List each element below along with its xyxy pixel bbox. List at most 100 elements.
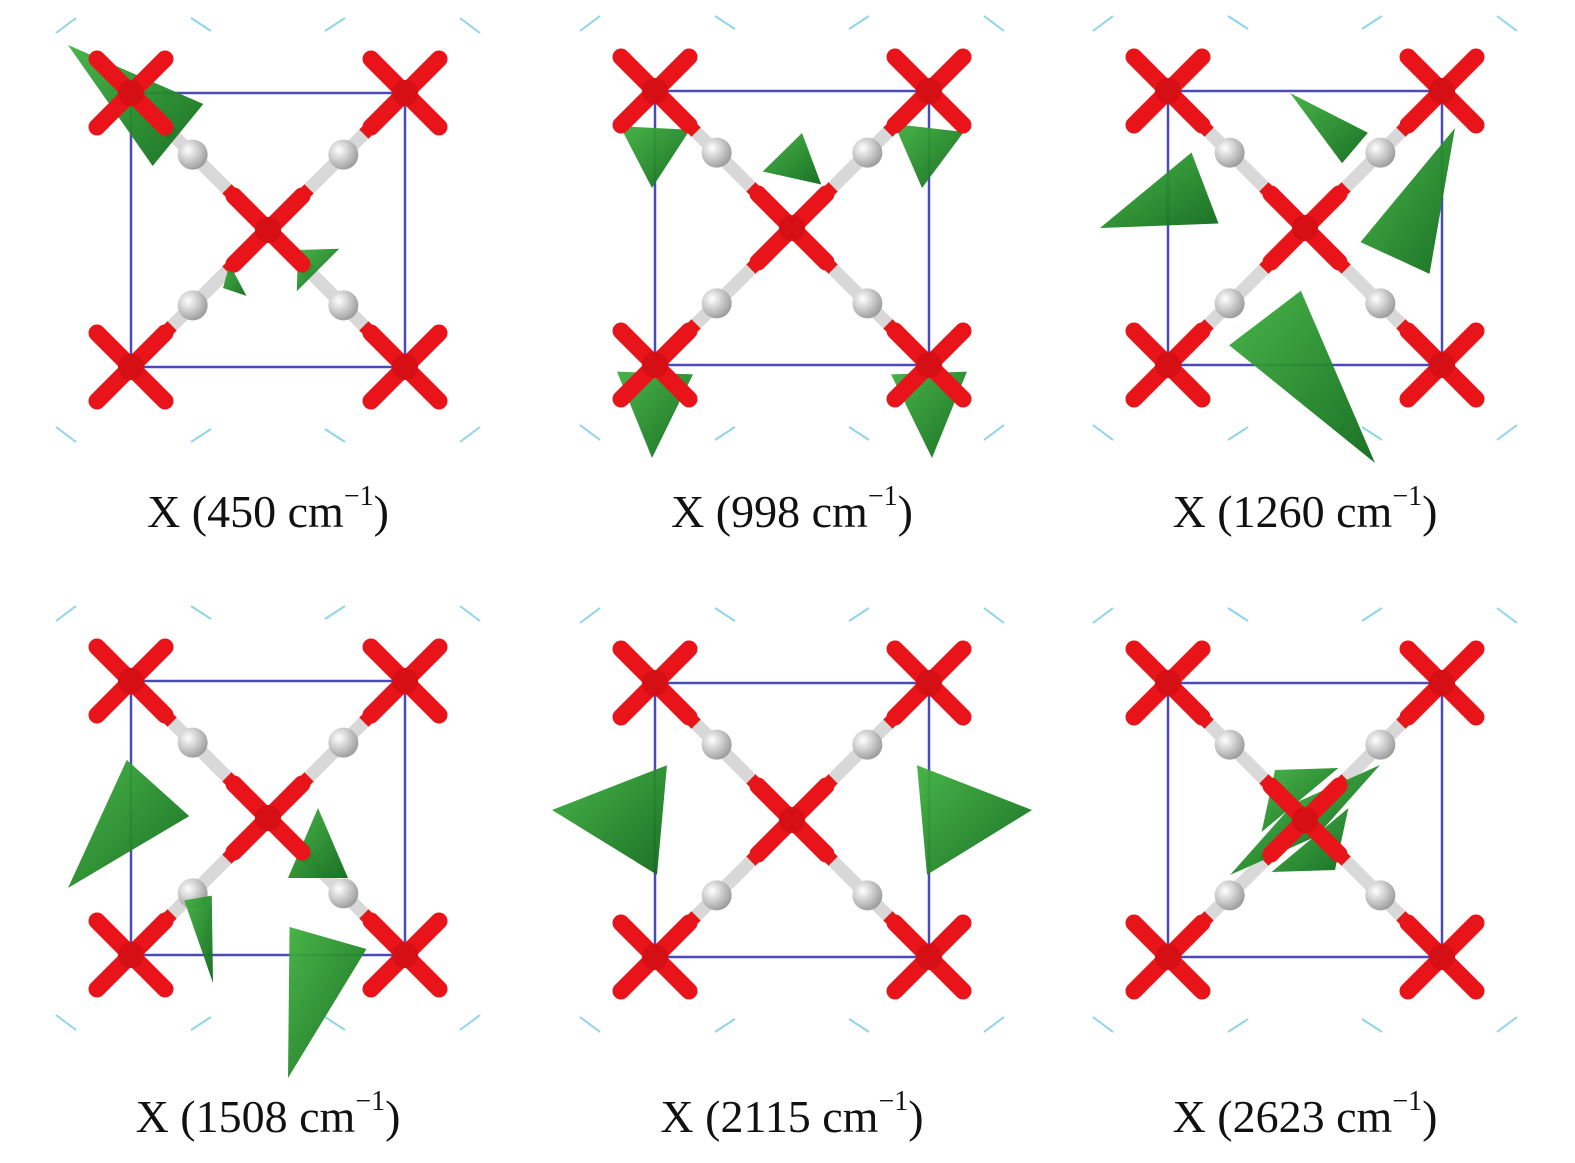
carbon-atom xyxy=(1214,880,1245,911)
metal-atom xyxy=(916,670,942,696)
metal-atom xyxy=(1429,352,1455,378)
label-sup: −1 xyxy=(1392,481,1423,512)
metal-atom xyxy=(118,942,144,968)
metal-atom xyxy=(916,944,942,970)
guide-tick xyxy=(459,426,481,443)
label-sup: −1 xyxy=(867,481,898,512)
carbon-atom xyxy=(328,139,359,170)
carbon-atom xyxy=(1365,288,1396,319)
displacement-arrow xyxy=(1290,93,1368,164)
metal-atom xyxy=(642,352,668,378)
carbon-atom xyxy=(852,729,883,760)
label-sup: −1 xyxy=(878,1086,909,1117)
metal-atom xyxy=(1429,670,1455,696)
guide-tick xyxy=(1361,15,1383,30)
carbon-atom xyxy=(1214,137,1245,168)
label-text: X (1508 cm xyxy=(135,1091,356,1142)
metal-atom xyxy=(642,670,668,696)
guide-tick xyxy=(324,605,346,620)
metal-atom xyxy=(255,805,281,831)
guide-tick xyxy=(190,605,212,620)
metal-atom xyxy=(118,354,144,380)
mode-label: X (2623 cm−1) xyxy=(1045,1088,1565,1143)
guide-tick xyxy=(1361,426,1383,441)
carbon-atom xyxy=(701,880,732,911)
metal-atom xyxy=(392,354,418,380)
unit-cell xyxy=(129,91,407,369)
guide-tick xyxy=(714,426,736,441)
guide-tick xyxy=(324,428,346,443)
metal-atom xyxy=(1429,944,1455,970)
guide-tick xyxy=(190,1016,212,1031)
metal-atom xyxy=(916,352,942,378)
guide-tick xyxy=(714,15,736,30)
label-close: ) xyxy=(1422,1091,1438,1142)
carbon-atom xyxy=(1365,880,1396,911)
carbon-atom xyxy=(1214,288,1245,319)
guide-tick xyxy=(714,1018,736,1033)
carbon-atom xyxy=(701,729,732,760)
carbon-atom xyxy=(177,139,208,170)
carbon-atom xyxy=(1365,137,1396,168)
label-sup: −1 xyxy=(343,481,374,512)
metal-atom xyxy=(1155,670,1181,696)
guide-tick xyxy=(579,424,601,441)
metal-atom xyxy=(392,80,418,106)
label-text: X (2115 cm xyxy=(660,1091,879,1142)
guide-tick xyxy=(1092,1016,1114,1033)
label-close: ) xyxy=(373,486,389,537)
unit-cell xyxy=(1166,681,1444,959)
guide-tick xyxy=(714,607,736,622)
metal-atom xyxy=(392,942,418,968)
guide-tick xyxy=(55,605,77,622)
displacement-arrow xyxy=(1360,128,1455,274)
label-text: X (450 cm xyxy=(147,486,344,537)
guide-tick xyxy=(1092,424,1114,441)
metal-atom xyxy=(1155,352,1181,378)
metal-atom xyxy=(118,80,144,106)
guide-tick xyxy=(1227,1018,1249,1033)
displacement-arrow xyxy=(894,123,964,188)
metal-atom xyxy=(779,807,805,833)
mode-label: X (998 cm−1) xyxy=(532,483,1052,538)
displacement-arrow xyxy=(288,927,367,1078)
displacement-arrow xyxy=(1229,290,1375,463)
guide-tick xyxy=(983,15,1005,32)
label-sup: −1 xyxy=(1392,1086,1423,1117)
metal-atom xyxy=(1155,78,1181,104)
metal-atom xyxy=(1292,215,1318,241)
guide-tick xyxy=(1361,1018,1383,1033)
guide-tick xyxy=(579,607,601,624)
carbon-atom xyxy=(328,290,359,321)
displacement-arrow xyxy=(552,765,667,875)
guide-tick xyxy=(848,426,870,441)
guide-tick xyxy=(1361,607,1383,622)
guide-tick xyxy=(983,424,1005,441)
label-sup: −1 xyxy=(355,1086,386,1117)
label-close: ) xyxy=(897,486,913,537)
guide-tick xyxy=(1227,607,1249,622)
displacement-arrow xyxy=(620,126,690,188)
mode-label: X (1508 cm−1) xyxy=(8,1088,528,1143)
label-close: ) xyxy=(908,1091,924,1142)
carbon-atom xyxy=(1214,729,1245,760)
guide-tick xyxy=(1496,15,1518,32)
unit-cell xyxy=(653,89,931,367)
guide-tick xyxy=(1227,426,1249,441)
metal-atom xyxy=(642,944,668,970)
displacement-arrow xyxy=(762,133,822,185)
displacement-arrow xyxy=(1100,152,1219,228)
guide-tick xyxy=(983,607,1005,624)
carbon-atom xyxy=(852,880,883,911)
guide-tick xyxy=(55,1014,77,1031)
guide-tick xyxy=(848,15,870,30)
displacement-arrow xyxy=(917,765,1032,875)
guide-tick xyxy=(55,17,77,34)
carbon-atom xyxy=(328,878,359,909)
guide-tick xyxy=(459,1014,481,1031)
label-text: X (998 cm xyxy=(671,486,868,537)
guide-tick xyxy=(1496,607,1518,624)
carbon-atom xyxy=(177,290,208,321)
